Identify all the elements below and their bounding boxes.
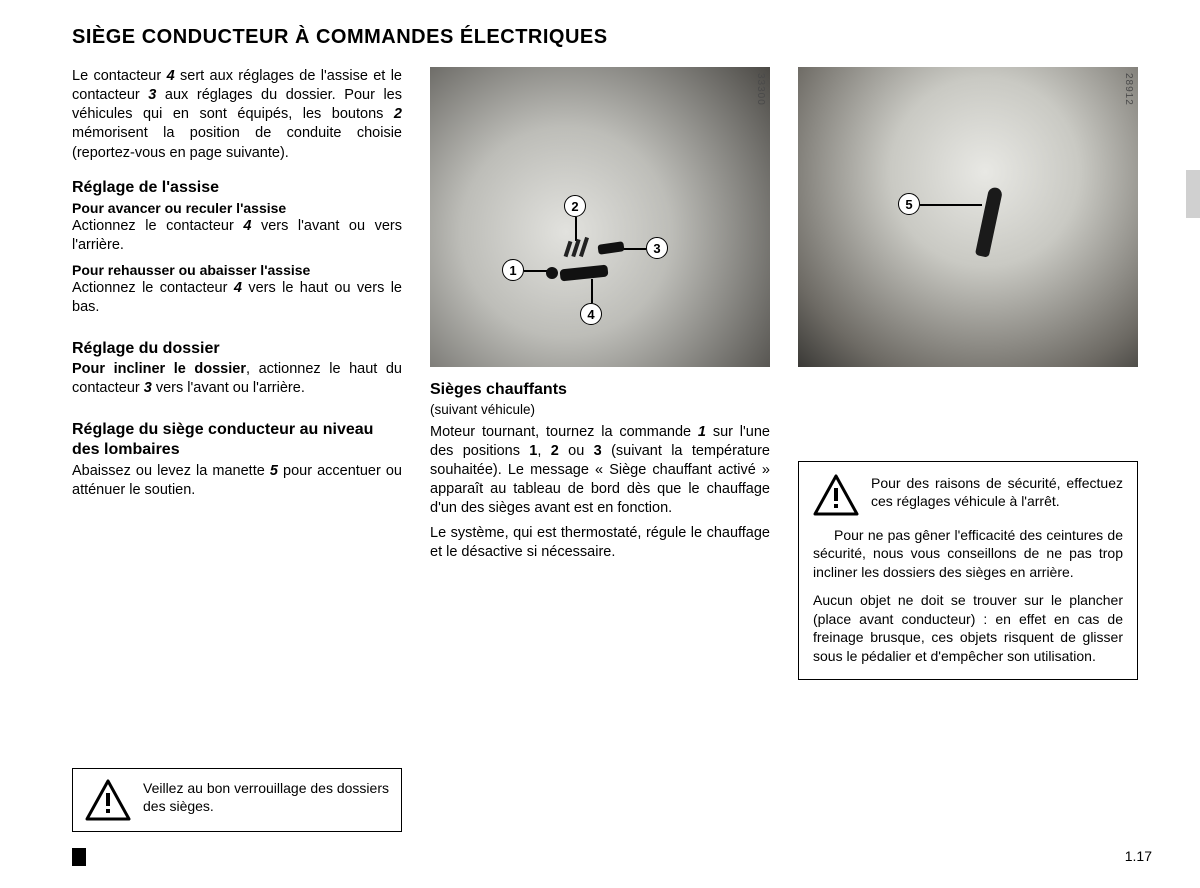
column-left: Le contacteur 4 sert aux réglages de l'a… (72, 67, 402, 680)
leader-2 (575, 217, 577, 241)
warn-p3: Aucun objet ne doit se trouver sur le pl… (813, 591, 1123, 665)
callout-5: 5 (898, 193, 920, 215)
assise-txt1: Actionnez le contacteur 4 vers l'avant o… (72, 217, 402, 255)
dossier-txt: Pour incliner le dossier, actionnez le h… (72, 360, 402, 398)
section-dossier: Réglage du dossier Pour incliner le doss… (72, 340, 402, 398)
callout-1: 1 (502, 259, 524, 281)
page-edge-tab (1186, 170, 1200, 218)
assise-sub1: Pour avancer ou reculer l'assise (72, 199, 402, 217)
leader-5 (920, 204, 982, 206)
intro-text: Le contacteur 4 sert aux réglages de l'a… (72, 67, 402, 163)
callout-2: 2 (564, 195, 586, 217)
leader-1 (524, 270, 548, 272)
figure-id-2: 28912 (1123, 73, 1134, 106)
figure-seat-lever: 28912 5 (798, 67, 1138, 367)
callout-4: 4 (580, 303, 602, 325)
figure-id-1: 33300 (755, 73, 766, 106)
assise-sub2: Pour rehausser ou abaisser l'assise (72, 261, 402, 279)
content-columns: Le contacteur 4 sert aux réglages de l'a… (72, 67, 1152, 680)
warning-triangle-icon (813, 474, 859, 516)
heated-p1: Moteur tournant, tournez la commande 1 s… (430, 423, 770, 519)
warning-box-main: Pour des raisons de sécurité, effectuez … (798, 461, 1138, 680)
page-number: 1.17 (1125, 848, 1152, 864)
section-lombaires: Réglage du siège conducteur au niveau de… (72, 420, 402, 500)
column-right: 28912 5 Pour des raisons de sécurité, ef… (798, 67, 1138, 680)
section-assise: Réglage de l'assise Pour avancer ou recu… (72, 179, 402, 318)
leader-4 (591, 279, 593, 303)
leader-3 (622, 248, 646, 250)
heated-note: (suivant véhicule) (430, 401, 770, 419)
warn-p1: Pour des raisons de sécurité, effectuez … (871, 474, 1123, 516)
footer-mark (72, 848, 86, 866)
warning-box-small: Veillez au bon verrouillage des dossiers… (72, 768, 402, 832)
dossier-head: Réglage du dossier (72, 340, 402, 358)
assise-head: Réglage de l'assise (72, 179, 402, 197)
column-mid: 33300 1 2 3 4 Sièges chauffants (suivant… (430, 67, 770, 680)
warning-triangle-icon (85, 779, 131, 821)
heated-head: Sièges chauffants (430, 381, 770, 399)
heated-p2: Le système, qui est thermostaté, régule … (430, 524, 770, 562)
lombaires-head: Réglage du siège conducteur au niveau de… (72, 420, 402, 460)
callout-3: 3 (646, 237, 668, 259)
bottom-warn-text: Veillez au bon verrouillage des dossiers… (143, 779, 389, 821)
warn-p2: Pour ne pas gêner l'efficacité des ceint… (813, 526, 1123, 581)
lombaires-txt: Abaissez ou levez la manette 5 pour acce… (72, 462, 402, 500)
page-title: SIÈGE CONDUCTEUR À COMMANDES ÉLECTRIQUES (72, 26, 1152, 49)
assise-txt2: Actionnez le contacteur 4 vers le haut o… (72, 279, 402, 317)
figure-seat-controls: 33300 1 2 3 4 (430, 67, 770, 367)
